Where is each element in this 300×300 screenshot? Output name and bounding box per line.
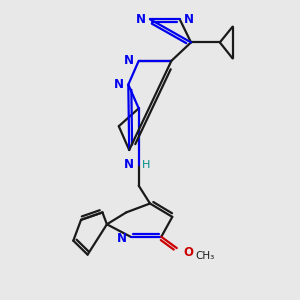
Text: N: N [124,54,134,67]
Text: N: N [136,13,146,26]
Text: N: N [124,158,134,171]
Text: N: N [184,13,194,26]
Text: N: N [114,78,124,91]
Text: N: N [117,232,127,245]
Text: O: O [184,246,194,259]
Text: H: H [142,160,150,170]
Text: CH₃: CH₃ [195,250,214,260]
